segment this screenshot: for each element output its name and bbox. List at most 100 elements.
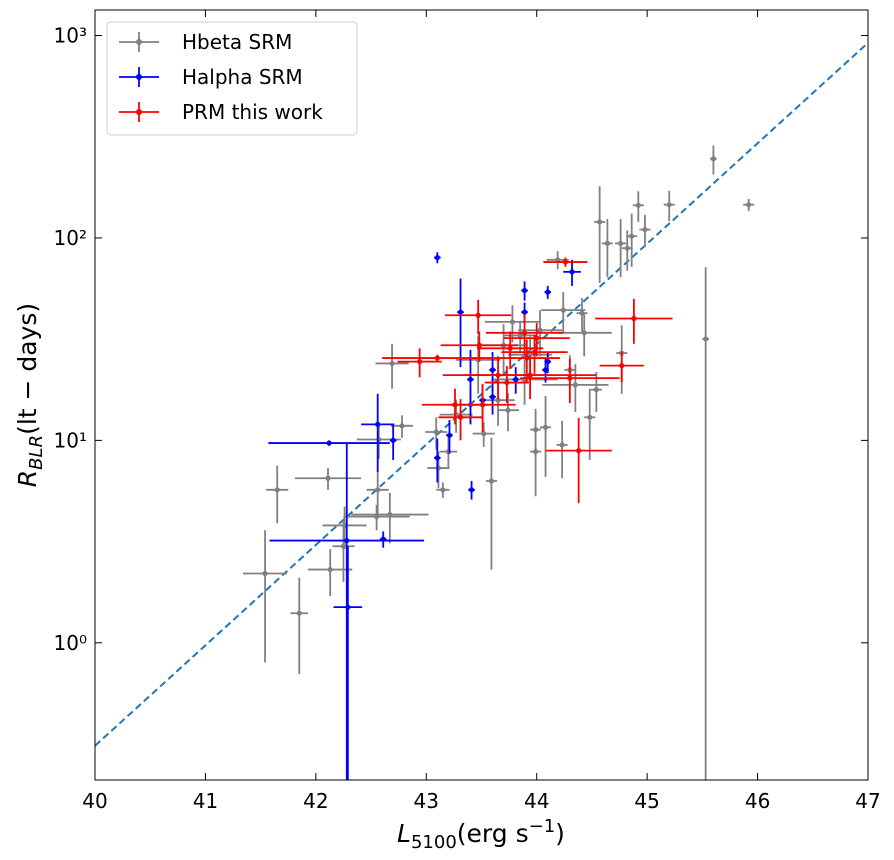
point	[434, 355, 440, 361]
x-tick-label: 46	[745, 789, 770, 813]
point	[467, 376, 474, 383]
point	[399, 423, 405, 429]
point	[434, 455, 440, 461]
point	[635, 202, 641, 208]
point	[666, 202, 672, 208]
point	[325, 475, 331, 481]
point	[631, 315, 637, 322]
point	[375, 421, 381, 427]
point	[537, 327, 543, 333]
point	[489, 394, 496, 400]
point	[513, 376, 519, 383]
x-axis-label: L5100(erg s−1)	[397, 816, 565, 853]
point	[534, 335, 540, 341]
point	[389, 360, 395, 367]
point	[521, 309, 528, 315]
point	[380, 536, 386, 542]
point	[587, 414, 593, 420]
point	[562, 259, 569, 265]
point	[495, 397, 501, 403]
point	[507, 345, 513, 351]
legend-label: Halpha SRM	[182, 65, 303, 89]
point	[527, 352, 533, 358]
point	[480, 402, 486, 408]
point	[489, 367, 496, 373]
point	[446, 432, 453, 438]
fit-line	[95, 42, 868, 747]
x-tick-label: 41	[193, 789, 218, 813]
legend-swatch	[136, 39, 142, 45]
point	[604, 240, 610, 246]
x-tick-label: 40	[82, 789, 107, 813]
point	[504, 379, 510, 386]
point	[521, 287, 528, 294]
axes-frame	[94, 9, 869, 781]
y-tick-label: 10²	[54, 226, 87, 250]
legend-swatch	[136, 74, 142, 80]
point	[624, 245, 630, 251]
legend-label: PRM this work	[182, 100, 323, 124]
x-tick-label: 42	[303, 789, 328, 813]
point	[545, 289, 551, 295]
x-tick-label: 43	[414, 789, 439, 813]
point	[581, 330, 587, 336]
point	[475, 312, 481, 318]
point	[440, 487, 446, 493]
point	[533, 449, 539, 455]
point	[545, 359, 551, 365]
point	[619, 363, 625, 369]
point	[555, 257, 561, 263]
point	[569, 269, 575, 275]
point	[433, 429, 439, 435]
point	[457, 309, 464, 315]
point	[327, 566, 333, 573]
legend: Hbeta SRM Halpha SRM PRM this work	[106, 21, 358, 136]
point	[326, 440, 332, 446]
point	[642, 226, 648, 233]
point	[417, 359, 423, 365]
point	[572, 382, 578, 388]
x-tick-label: 44	[524, 789, 549, 813]
point	[344, 537, 350, 544]
point	[481, 431, 487, 437]
point	[579, 310, 585, 316]
point	[375, 487, 381, 493]
point	[567, 375, 573, 381]
y-tick-label: 10¹	[54, 428, 87, 452]
point	[629, 233, 635, 239]
point	[505, 407, 511, 413]
point	[710, 156, 717, 162]
point	[390, 437, 396, 443]
point	[618, 240, 624, 246]
point	[341, 522, 348, 529]
point	[560, 307, 566, 313]
y-axis-label: RBLR(lt − days)	[13, 303, 47, 487]
point	[274, 487, 280, 493]
point	[531, 349, 538, 355]
point	[468, 487, 475, 493]
point	[524, 355, 530, 361]
point	[488, 478, 495, 484]
legend-swatch	[136, 109, 142, 115]
point	[262, 570, 268, 577]
legend-box	[106, 21, 358, 136]
point	[559, 442, 565, 448]
point	[593, 387, 599, 393]
point	[542, 424, 549, 430]
point	[576, 448, 582, 454]
point	[703, 336, 709, 342]
point	[434, 254, 440, 261]
point	[517, 332, 523, 339]
point	[597, 219, 603, 225]
x-tick-label: 45	[634, 789, 659, 813]
point	[457, 414, 464, 420]
legend-label: Hbeta SRM	[182, 30, 292, 54]
point	[476, 342, 482, 348]
plot-area	[95, 42, 868, 780]
point	[542, 367, 549, 373]
point	[387, 511, 393, 518]
point	[746, 202, 752, 208]
point	[509, 319, 516, 325]
y-tick-label: 10⁰	[54, 631, 87, 655]
